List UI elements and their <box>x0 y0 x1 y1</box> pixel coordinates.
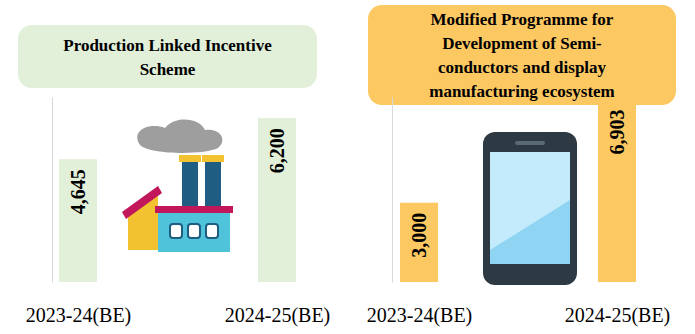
x-tick-label: 2023-24(BE) <box>367 304 473 327</box>
speaker <box>515 141 545 145</box>
roof-edge <box>122 186 162 219</box>
window <box>170 224 182 238</box>
chart-root: Production Linked IncentiveScheme 4,645 6,… <box>0 0 695 334</box>
x-tick-label: 2024-25(BE) <box>225 304 331 327</box>
chimney-top <box>179 155 201 162</box>
x-tick: 2024-25(BE) <box>565 304 671 327</box>
icon <box>122 120 233 252</box>
chart-panel: Production Linked IncentiveScheme 4,645 6,… <box>18 25 330 327</box>
x-tick: 2023-24(BE) <box>26 304 132 327</box>
window <box>206 224 218 238</box>
window <box>188 224 200 238</box>
x-tick: 2023-24(BE) <box>367 304 473 327</box>
building <box>158 210 230 252</box>
x-tick-label: 2023-24(BE) <box>26 304 132 327</box>
building-top <box>155 206 233 213</box>
y-axis-line <box>392 98 393 283</box>
x-tick-label: 2024-25(BE) <box>565 304 671 327</box>
y-axis <box>52 98 53 283</box>
chimney-top <box>202 155 224 162</box>
phone-body <box>483 132 577 285</box>
smoke <box>137 120 222 153</box>
phone-screen <box>490 152 570 264</box>
title-box <box>368 5 676 105</box>
title-box <box>18 25 317 88</box>
chart-title: Production Linked IncentiveScheme <box>63 36 272 79</box>
screen-shine <box>490 152 570 250</box>
icon <box>483 132 577 285</box>
bar <box>598 100 636 282</box>
data-label: 6,200 <box>266 128 288 173</box>
bar <box>59 159 97 282</box>
y-axis-line <box>52 98 53 283</box>
x-tick: 2024-25(BE) <box>225 304 331 327</box>
bar <box>400 203 438 282</box>
bar <box>258 118 296 282</box>
bars <box>400 100 636 282</box>
x-axis: 2023-24(BE) 2024-25(BE) <box>367 304 671 327</box>
x-axis: 2023-24(BE) 2024-25(BE) <box>26 304 331 327</box>
y-axis <box>392 98 393 283</box>
bars <box>59 118 296 282</box>
data-label: 6,903 <box>606 110 628 155</box>
chimney <box>182 155 198 210</box>
data-label: 4,645 <box>67 169 89 214</box>
chart-panel: Modified Programme forDevelopment of Sem… <box>367 5 676 327</box>
data-label: 3,000 <box>408 213 430 258</box>
chart-title: Modified Programme forDevelopment of Sem… <box>429 10 615 101</box>
chimney <box>205 155 221 210</box>
